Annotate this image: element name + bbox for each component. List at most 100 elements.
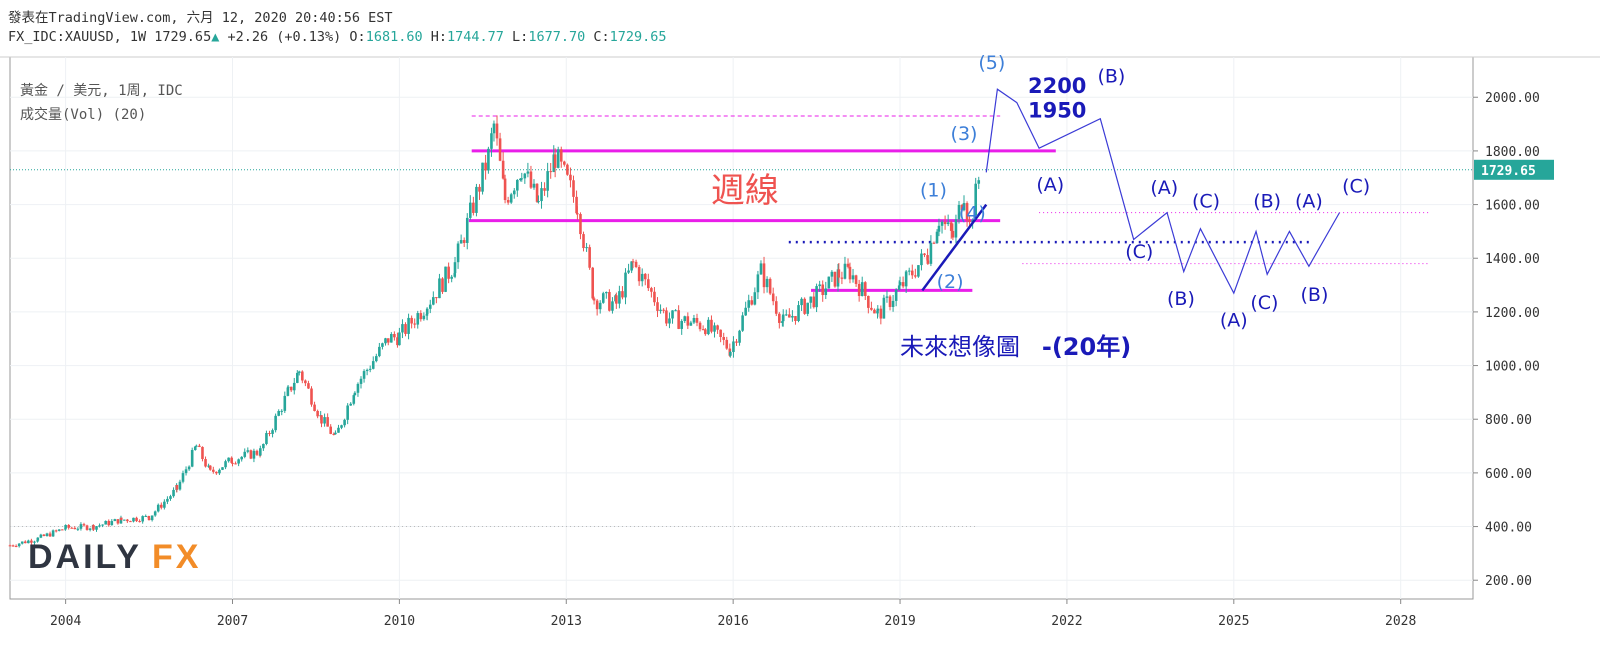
candle-body: [147, 515, 151, 519]
candle-body: [450, 276, 453, 279]
candle-body: [156, 504, 160, 512]
candle-body: [224, 461, 227, 468]
wave-label: (B): [1167, 288, 1195, 310]
candle-body: [286, 387, 290, 396]
candle-body: [172, 489, 175, 497]
candle-body: [771, 293, 775, 302]
candle-body: [920, 253, 923, 266]
candle-body: [741, 315, 744, 331]
wave-label: (B): [1253, 190, 1281, 212]
candle-body: [756, 274, 760, 293]
candle-body: [472, 202, 475, 213]
candle-body: [346, 405, 349, 420]
candle-body: [490, 133, 493, 149]
forecast-caption: 未來想像圖: [900, 333, 1020, 361]
candle-body: [824, 288, 828, 296]
candle-body: [166, 498, 169, 502]
candle-body: [549, 171, 552, 173]
candle-body: [837, 269, 841, 278]
candle-body: [592, 298, 596, 301]
candle-body: [438, 278, 441, 299]
candle-body: [138, 521, 141, 523]
candle-body: [396, 337, 399, 346]
candle-body: [14, 545, 18, 547]
logo-fx: FX: [152, 538, 201, 576]
candle-body: [794, 316, 797, 321]
candle-body: [413, 323, 416, 325]
candle-body: [937, 225, 941, 232]
candle-body: [92, 525, 95, 530]
x-tick-label: 2010: [384, 614, 415, 629]
candle-body: [227, 457, 230, 462]
symbol-info: FX_IDC:XAUUSD, 1W 1729.65: [8, 29, 212, 45]
candle-body: [246, 450, 250, 452]
candle-body: [221, 467, 224, 470]
candle-body: [340, 425, 343, 428]
candle-body: [553, 154, 557, 168]
candle-body: [879, 308, 883, 319]
candle-body: [401, 324, 404, 333]
candle-body: [894, 289, 898, 301]
candle-body: [398, 332, 401, 346]
candle-body: [591, 267, 594, 299]
candle-body: [262, 443, 265, 449]
candle-body: [487, 148, 490, 171]
candle-body: [563, 161, 566, 165]
y-tick-label: 1200.00: [1485, 306, 1540, 321]
candle-body: [516, 179, 519, 191]
candle-body: [677, 310, 680, 329]
candle-body: [218, 469, 221, 474]
instrument-legend[interactable]: 黃金 / 美元, 1周, IDC: [20, 83, 183, 99]
candle-body: [552, 154, 556, 173]
volume-legend[interactable]: 成交量(Vol) (20): [20, 107, 147, 123]
publish-info: 發表在TradingView.com, 六月 12, 2020 20:40:56…: [8, 10, 393, 26]
candle-body: [193, 446, 197, 451]
candle-body: [765, 278, 769, 288]
candle-body: [876, 308, 880, 311]
candle-body: [797, 305, 800, 321]
candle-body: [190, 450, 194, 467]
low-label: L:: [512, 29, 529, 45]
candle-body: [901, 282, 905, 287]
candle-body: [722, 337, 725, 340]
candle-body: [453, 262, 457, 274]
candle-body: [576, 213, 579, 215]
candle-body: [659, 309, 662, 311]
candle-body: [57, 529, 61, 531]
candle-body: [375, 356, 378, 362]
candle-body: [750, 300, 754, 305]
candle-body: [716, 325, 719, 330]
candle-body: [73, 527, 77, 530]
ohlc-header: FX_IDC:XAUUSD, 1W 1729.65▲ +2.26 (+0.13%…: [8, 29, 667, 45]
candle-body: [201, 446, 204, 460]
candle-body: [857, 283, 861, 297]
candle-body: [384, 338, 387, 344]
candle-body: [30, 540, 33, 543]
candle-body: [968, 220, 971, 223]
candle-body: [897, 285, 901, 290]
candle-body: [416, 313, 420, 325]
candle-body: [781, 321, 784, 323]
candle-body: [618, 291, 621, 304]
x-tick-label: 2007: [217, 614, 248, 629]
candle-body: [252, 450, 256, 459]
candle-body: [569, 174, 572, 181]
candle-body: [432, 297, 435, 305]
candle-body: [725, 339, 729, 349]
candle-body: [781, 314, 785, 322]
candle-body: [352, 395, 356, 404]
candle-body: [788, 314, 791, 318]
candle-body: [735, 341, 738, 343]
wave-label: (C): [1250, 292, 1278, 314]
candle-body: [631, 261, 635, 263]
candle-body: [729, 352, 732, 356]
candle-body: [615, 295, 618, 304]
candle-body: [643, 273, 647, 280]
candle-body: [624, 272, 627, 298]
candle-body: [904, 271, 908, 287]
candle-body: [695, 317, 699, 323]
candle-body: [512, 190, 516, 195]
candle-body: [532, 183, 536, 188]
open-value: 1681.60: [365, 29, 423, 45]
